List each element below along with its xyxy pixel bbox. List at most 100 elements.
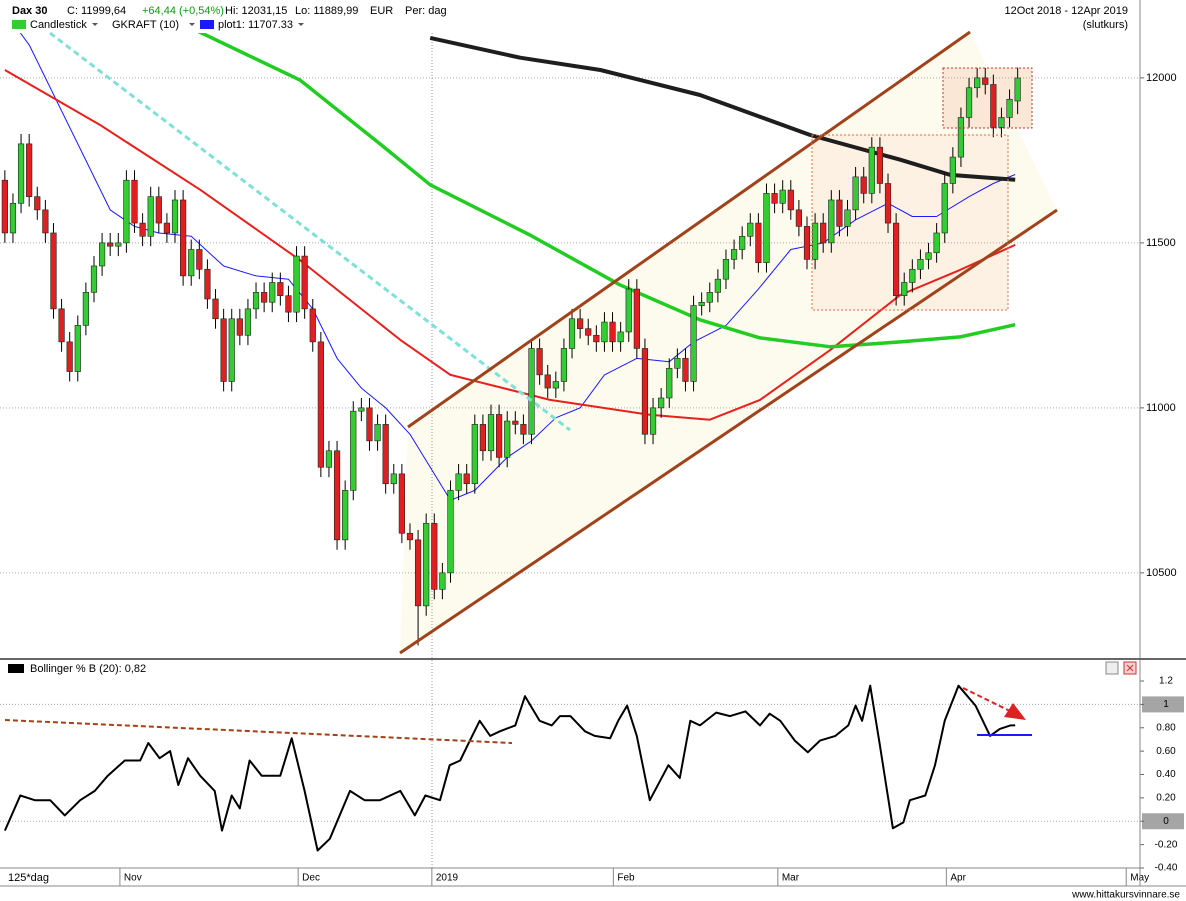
candle-body (66, 341, 73, 372)
candle-body (601, 321, 608, 343)
candle-body (706, 292, 713, 303)
candle-body (479, 424, 486, 452)
candle-body (974, 77, 981, 89)
candle-body (447, 490, 454, 574)
candle-body (131, 179, 138, 224)
legend-swatch (8, 664, 24, 673)
candle-body (325, 450, 333, 468)
candle-body (568, 318, 576, 349)
candle-body (860, 176, 867, 194)
candle-body (577, 318, 584, 329)
candle-body (739, 235, 746, 250)
candle-body (811, 222, 819, 260)
candle-body (998, 117, 1005, 128)
candle-body (204, 268, 211, 300)
candle-body (285, 295, 292, 313)
candle-body (244, 308, 252, 336)
candle-body (828, 199, 835, 244)
candle-body (982, 77, 989, 85)
legend-swatch (12, 20, 26, 29)
zoom-button[interactable] (1105, 661, 1119, 675)
candle-body (933, 232, 940, 254)
y-tick-label: 0.40 (1156, 769, 1176, 780)
candle-body (876, 146, 884, 184)
candle-body (536, 348, 543, 376)
candle-body (1, 179, 8, 234)
candle-body (236, 318, 243, 336)
candle-body (609, 321, 616, 343)
x-tick-label: Nov (124, 873, 142, 884)
candle-body (293, 255, 300, 313)
x-tick-label: 2019 (436, 873, 459, 884)
high-price: Hi: 12031,15 (225, 5, 287, 17)
candle-body (309, 308, 316, 343)
y-tick-label: 11500 (1146, 237, 1176, 249)
candle-body (593, 334, 600, 343)
candle-body (560, 348, 568, 382)
arrow-line (962, 687, 1013, 713)
candle-body (423, 523, 430, 607)
x-tick-label: Dec (302, 873, 320, 884)
candle-body (917, 259, 924, 270)
candle-body (82, 292, 89, 326)
candle-body (949, 156, 956, 184)
header: Dax 30 C: 11999,64 +64,44 (+0,54%) Hi: 1… (12, 5, 1128, 31)
candle-body (893, 222, 900, 296)
currency: EUR (370, 5, 393, 17)
box-outline (942, 67, 1033, 129)
candle-body (220, 318, 227, 382)
plot-data: 10500 11000 11500 12000 1.2 1 0.80 0.60 0.40 0.20… (0, 33, 1184, 886)
y-tick-label: 0.60 (1156, 746, 1176, 757)
period-label: 125*dag (8, 872, 49, 884)
channel-line (399, 208, 1058, 655)
trend-line (4, 719, 513, 744)
dropdown-arrow[interactable] (298, 23, 304, 26)
candle-body (633, 288, 640, 349)
candle-body (901, 282, 908, 296)
candle-body (787, 189, 794, 211)
candle-body (107, 242, 114, 247)
candle-body (836, 199, 843, 227)
dropdown-arrow[interactable] (92, 23, 98, 26)
x-tick-label: Apr (950, 873, 966, 884)
dropdown-arrow[interactable] (189, 23, 195, 26)
candle-body (755, 222, 762, 263)
candle-body (155, 196, 162, 224)
candle-body (1006, 98, 1013, 118)
box-outline (811, 134, 1009, 311)
candle-body (42, 209, 49, 234)
candle-body (682, 358, 689, 382)
candle-body (925, 252, 932, 260)
candle-body (58, 308, 65, 343)
y-tick-label: 1 (1163, 699, 1169, 710)
candle-body (763, 193, 770, 263)
candle-body (196, 249, 203, 270)
arrow-head (1004, 703, 1026, 720)
y-tick-label: 1.2 (1159, 676, 1173, 687)
y-tick-label: 0.20 (1156, 793, 1176, 804)
tick-highlight (1142, 813, 1184, 830)
candle-body (649, 407, 657, 435)
y-tick-label: 0 (1163, 816, 1169, 827)
candle-body (50, 232, 57, 310)
candle-body (317, 341, 324, 468)
candle-body (852, 176, 859, 211)
candle-body (552, 381, 559, 389)
date-range: 12Oct 2018 - 12Apr 2019 (1004, 5, 1128, 17)
candle-body (115, 242, 122, 247)
candle-body (690, 305, 697, 382)
tick-highlight (1142, 696, 1184, 713)
candle-body (520, 424, 527, 435)
legend-label: Candlestick (30, 19, 87, 31)
candle-body (261, 292, 268, 303)
candle-body (747, 222, 754, 237)
candle-body (990, 84, 997, 128)
line (3, 684, 1016, 852)
candle-body (487, 414, 495, 452)
candle-body (658, 397, 665, 409)
candle-body (342, 490, 349, 541)
candle-body (698, 301, 705, 306)
candle-body (123, 179, 130, 244)
candle-body (909, 268, 916, 283)
